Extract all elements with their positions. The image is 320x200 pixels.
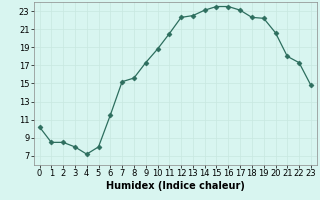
X-axis label: Humidex (Indice chaleur): Humidex (Indice chaleur) — [106, 181, 244, 191]
